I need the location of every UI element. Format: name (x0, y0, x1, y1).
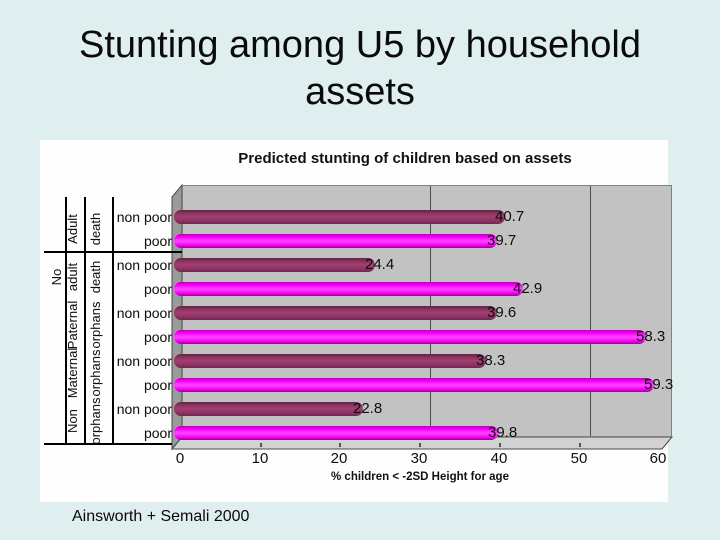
axis-group-label-non: Non (65, 409, 80, 433)
gridline-50 (590, 186, 591, 436)
bar-non-poor-3 (174, 306, 497, 320)
x-tick-label-60: 60 (649, 450, 667, 467)
bar-value-label: 38.3 (476, 352, 506, 369)
bar-value-label: 39.8 (488, 424, 518, 441)
bar-value-label: 39.7 (487, 232, 517, 249)
bar-poor-5 (174, 426, 498, 440)
x-axis-tick-30 (419, 443, 421, 447)
bar-value-label: 39.6 (487, 304, 517, 321)
category-pair-label: poor (143, 425, 172, 441)
attribution: Ainsworth + Semali 2000 (72, 508, 250, 525)
category-pair-label: poor (143, 233, 172, 249)
category-pair-label: non poor (116, 305, 172, 321)
bar-value-label: 22.8 (353, 400, 383, 417)
bar-non-poor-4 (174, 354, 486, 368)
x-tick-label-40: 40 (490, 450, 508, 467)
slide-title: Stunting among U5 by household assets (0, 22, 720, 116)
bar-non-poor-5 (174, 402, 363, 416)
x-tick-label-50: 50 (570, 450, 588, 467)
slide-title-line2: assets (305, 71, 415, 113)
category-pair-label: non poor (116, 209, 172, 225)
bar-poor-4 (174, 378, 654, 392)
category-pair-label: poor (143, 377, 172, 393)
x-axis-tick-20 (339, 443, 341, 447)
slide-title-line1: Stunting among U5 by household (79, 24, 641, 66)
x-axis-title: % children < -2SD Height for age (331, 471, 509, 483)
chart-title: Predicted stunting of children based on … (238, 150, 572, 167)
x-tick-label-20: 20 (330, 450, 348, 467)
category-axis-divider (84, 197, 86, 444)
bar-poor-3 (174, 330, 646, 344)
axis-group-label-orphans: orphans (88, 397, 103, 445)
category-pair-label: non poor (116, 353, 172, 369)
axis-group-label-no: No (49, 268, 64, 286)
bar-value-label: 24.4 (365, 256, 395, 273)
bar-value-label: 58.3 (636, 328, 666, 345)
category-axis-divider (65, 197, 67, 444)
category-pair-label: non poor (116, 401, 172, 417)
category-pair-label: poor (143, 281, 172, 297)
bar-non-poor-1 (174, 210, 505, 224)
x-tick-label-10: 10 (251, 450, 269, 467)
x-axis-tick-10 (260, 443, 262, 447)
bar-value-label: 42.9 (513, 280, 543, 297)
category-axis-divider (44, 443, 172, 445)
category-pair-label: poor (143, 329, 172, 345)
x-tick-label-0: 0 (175, 450, 185, 467)
bar-value-label: 59.3 (644, 376, 674, 393)
bar-poor-1 (174, 234, 497, 248)
x-axis-tick-40 (499, 443, 501, 447)
category-pair-label: non poor (116, 257, 172, 273)
bar-non-poor-2 (174, 258, 375, 272)
category-axis-divider (112, 197, 114, 444)
x-tick-label-30: 30 (410, 450, 428, 467)
bar-poor-2 (174, 282, 523, 296)
bar-value-label: 40.7 (495, 208, 525, 225)
x-axis-tick-50 (579, 443, 581, 447)
